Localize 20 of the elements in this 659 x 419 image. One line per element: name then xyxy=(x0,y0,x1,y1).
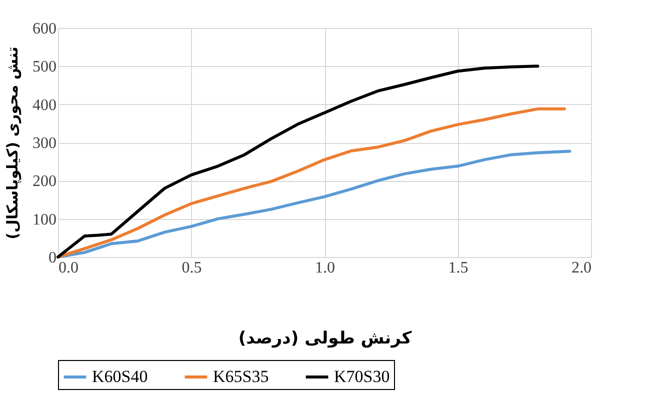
legend-label: K65S35 xyxy=(213,367,269,386)
y-tick-label: 200 xyxy=(32,173,56,190)
y-tick-label: 0 xyxy=(48,250,56,266)
x-tick-label: 0.0 xyxy=(58,260,78,276)
x-axis-title: کرنش طولی (درصد) xyxy=(238,328,412,348)
y-tick-label: 500 xyxy=(32,58,56,76)
x-tick-label: 2.0 xyxy=(572,260,592,276)
line-series xyxy=(56,150,572,258)
y-tick-label: 100 xyxy=(32,211,56,228)
legend-label: K70S30 xyxy=(334,367,390,386)
legend-label: K60S40 xyxy=(92,367,148,386)
y-tick-label: 600 xyxy=(32,20,56,38)
line-series xyxy=(56,107,566,258)
line-series xyxy=(56,64,540,258)
y-axis-title: تنش محوری (کیلوپاسکال) xyxy=(4,46,22,240)
x-tick-label: 1.0 xyxy=(315,260,335,276)
y-tick-label: 400 xyxy=(32,96,56,114)
x-tick-label: 1.5 xyxy=(448,260,468,276)
y-tick-label: 300 xyxy=(32,135,56,152)
x-tick-label: 0.5 xyxy=(182,260,202,276)
